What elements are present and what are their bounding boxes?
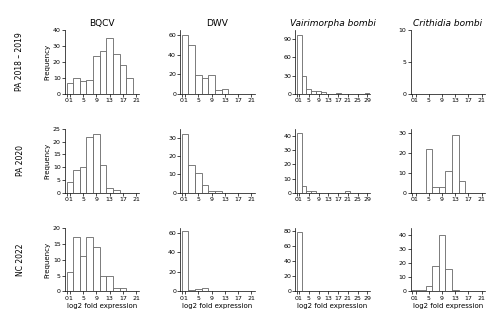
Bar <box>296 133 302 193</box>
Bar <box>306 89 312 94</box>
Title: Vairimorpha bombi: Vairimorpha bombi <box>290 19 376 28</box>
Bar <box>296 35 302 94</box>
Bar <box>195 289 202 291</box>
Bar <box>113 54 119 94</box>
Bar <box>182 231 188 291</box>
Bar <box>74 170 80 193</box>
Bar <box>208 191 215 193</box>
Bar <box>188 165 195 193</box>
Bar <box>202 78 208 94</box>
Bar <box>316 91 321 94</box>
Bar <box>80 256 86 291</box>
Bar <box>113 190 119 193</box>
Bar <box>419 290 426 291</box>
Text: NC 2022: NC 2022 <box>16 243 24 276</box>
Bar <box>215 191 222 193</box>
Bar <box>432 187 438 193</box>
Bar <box>426 286 432 291</box>
Bar <box>195 173 202 193</box>
Bar <box>446 269 452 291</box>
Bar <box>74 237 80 291</box>
Bar <box>182 134 188 193</box>
Bar <box>100 164 106 193</box>
Bar <box>458 181 465 193</box>
Bar <box>106 275 113 291</box>
Bar <box>120 65 126 94</box>
Bar <box>120 288 126 291</box>
Bar <box>365 93 370 94</box>
Title: BQCV: BQCV <box>90 19 115 28</box>
Bar <box>100 51 106 94</box>
Bar <box>438 235 446 291</box>
Bar <box>412 290 419 291</box>
Bar <box>312 91 316 94</box>
Text: PA 2020: PA 2020 <box>16 145 24 176</box>
Text: PA 2018 – 2019: PA 2018 – 2019 <box>16 32 24 91</box>
Bar <box>426 149 432 193</box>
Y-axis label: Frequency: Frequency <box>44 143 50 179</box>
Bar <box>446 171 452 193</box>
Bar <box>202 185 208 193</box>
Bar <box>80 81 86 94</box>
Bar <box>126 78 132 94</box>
Y-axis label: Frequency: Frequency <box>44 242 50 278</box>
X-axis label: log2 fold expression: log2 fold expression <box>67 304 138 310</box>
Bar <box>208 75 215 94</box>
Bar <box>106 38 113 94</box>
Bar <box>113 288 119 291</box>
Bar <box>74 78 80 94</box>
Bar <box>452 290 458 291</box>
Bar <box>93 56 100 94</box>
Bar <box>306 191 312 193</box>
Bar <box>222 89 228 94</box>
Bar <box>86 237 93 291</box>
X-axis label: log2 fold expression: log2 fold expression <box>182 304 252 310</box>
Bar <box>188 45 195 94</box>
X-axis label: log2 fold expression: log2 fold expression <box>298 304 368 310</box>
Bar <box>93 134 100 193</box>
Bar <box>202 287 208 291</box>
Bar <box>336 93 340 94</box>
Bar <box>86 137 93 193</box>
Bar <box>432 266 438 291</box>
Bar <box>302 76 306 94</box>
Bar <box>66 183 73 193</box>
Bar <box>66 272 73 291</box>
Bar <box>302 186 306 193</box>
Bar <box>93 247 100 291</box>
Bar <box>215 90 222 94</box>
Bar <box>106 188 113 193</box>
Bar <box>182 35 188 94</box>
Bar <box>188 290 195 291</box>
Bar <box>296 232 302 291</box>
Bar <box>80 167 86 193</box>
Bar <box>438 187 446 193</box>
Bar <box>346 191 350 193</box>
Y-axis label: Frequency: Frequency <box>44 44 50 80</box>
Bar <box>452 135 458 193</box>
Title: DWV: DWV <box>206 19 229 28</box>
Bar <box>321 92 326 94</box>
Bar <box>86 79 93 94</box>
Bar <box>66 83 73 94</box>
Bar <box>100 275 106 291</box>
Title: Crithidia bombi: Crithidia bombi <box>414 19 482 28</box>
X-axis label: log2 fold expression: log2 fold expression <box>412 304 483 310</box>
Bar <box>312 191 316 193</box>
Bar <box>195 75 202 94</box>
